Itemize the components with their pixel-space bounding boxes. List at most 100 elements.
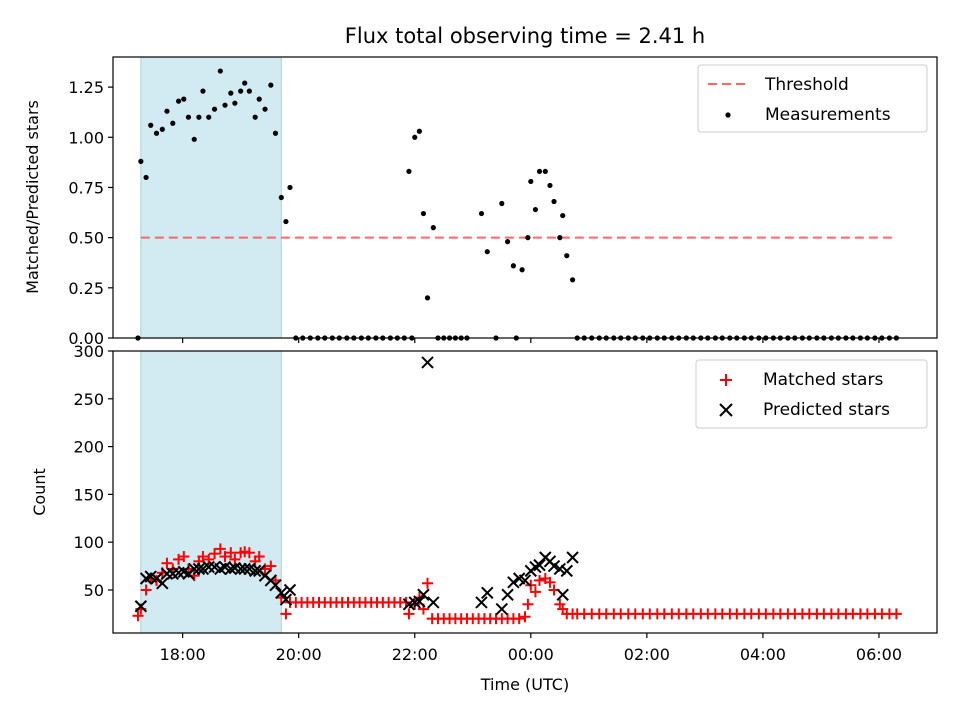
measurement-point: [238, 88, 244, 94]
matched-star-marker: [214, 543, 226, 555]
measurement-point: [246, 88, 252, 94]
predicted-star-marker: [160, 567, 174, 580]
measurement-point: [564, 253, 570, 259]
measurement-point: [283, 218, 289, 225]
predicted-star-marker: [134, 600, 148, 613]
measurement-point: [272, 130, 279, 136]
predicted-star-marker: [481, 586, 494, 600]
measurement-point: [551, 198, 557, 205]
measurement-point: [557, 235, 563, 241]
measurement-point: [175, 98, 182, 104]
measurement-point: [287, 184, 293, 191]
time-x-tick-label: 06:00: [856, 645, 902, 664]
ratio-y-tick-label: 1.25: [68, 78, 104, 97]
count-markers: [132, 356, 902, 625]
time-x-tick-label: 22:00: [392, 645, 438, 664]
matched-star-marker: [203, 553, 215, 565]
measurement-point: [424, 295, 431, 301]
measurement-point: [532, 206, 539, 213]
measurement-point: [536, 168, 543, 175]
matched-star-marker: [197, 551, 209, 563]
counts-legend: Matched stars Predicted stars: [695, 359, 928, 429]
measurement-point: [406, 168, 412, 175]
measurement-point: [560, 212, 566, 219]
measurement-point: [510, 263, 516, 269]
predicted-star-marker: [507, 576, 520, 589]
predicted-star-marker: [413, 595, 426, 608]
matched-legend-label: Matched stars: [763, 370, 883, 390]
ratio-y-tick-label: 0.00: [68, 329, 104, 348]
matched-star-marker: [890, 608, 902, 620]
predicted-star-marker: [566, 551, 579, 564]
counts-y-tick-label: 300: [73, 342, 104, 361]
predicted-star-marker: [279, 593, 293, 606]
predicted-star-marker: [421, 356, 434, 369]
predicted-star-marker: [202, 560, 215, 574]
measurement-point: [191, 136, 197, 142]
matched-star-marker: [225, 547, 237, 559]
time-x-tick-label: 02:00: [624, 645, 670, 664]
measurement-point: [547, 182, 553, 189]
measurement-point: [525, 235, 531, 241]
x-axis-label: Time (UTC): [480, 675, 569, 694]
measurement-point: [232, 100, 238, 106]
ratio-x-ticks: [182, 338, 880, 343]
measurement-point: [278, 194, 284, 201]
measurement-point: [200, 88, 206, 94]
matched-star-marker: [265, 560, 277, 572]
ratio-legend: Threshold Measurements: [697, 64, 928, 133]
measurement-point: [478, 210, 485, 217]
counts-y-tick-label: 250: [73, 390, 104, 409]
matched-star-marker: [529, 586, 541, 598]
measurement-point: [228, 90, 234, 96]
measurement-point: [181, 96, 187, 102]
measurement-point: [206, 114, 212, 120]
ratio-y-tick-label: 0.50: [68, 229, 104, 248]
matched-star-marker: [544, 576, 556, 588]
matched-star-marker: [161, 557, 173, 569]
measurement-point: [148, 122, 154, 128]
measurement-point: [519, 267, 525, 273]
predicted-star-marker: [533, 558, 546, 572]
counts-panel: 50 100 150 200 250 300 18:00 20:00 22:00 00:00 02…: [30, 342, 938, 694]
matched-star-marker: [209, 548, 221, 560]
measurement-point: [252, 114, 258, 120]
measurement-point: [268, 82, 274, 88]
measurement-point: [222, 102, 228, 108]
matched-star-marker: [422, 577, 434, 589]
measurement-point: [430, 225, 436, 231]
counts-axes-frame: [112, 350, 938, 634]
matched-star-marker: [522, 598, 534, 610]
shaded-observing-interval-top: [140, 56, 282, 339]
matched-star-marker: [513, 613, 525, 625]
predicted-star-marker: [275, 586, 288, 600]
time-x-axis: 18:00 20:00 22:00 00:00 02:00 04:00 06:00: [160, 633, 902, 664]
ratio-y-axis: 0.00 0.25 0.50 0.75 1.00 1.25: [68, 78, 113, 348]
counts-y-tick-label: 150: [73, 485, 104, 504]
measurements-legend-swatch: [725, 112, 731, 118]
measurement-point: [542, 168, 548, 175]
counts-y-axis: 50 100 150 200 250 300: [73, 342, 113, 600]
predicted-legend-label: Predicted stars: [763, 400, 890, 420]
predicted-star-marker: [553, 562, 567, 576]
predicted-star-marker: [495, 602, 508, 616]
measurement-point: [211, 106, 218, 112]
matched-star-marker: [178, 551, 190, 563]
matched-legend-swatch: [720, 374, 732, 386]
shaded-observing-interval-bottom: [140, 350, 282, 634]
matched-star-marker: [280, 608, 292, 620]
measurement-point: [217, 68, 223, 74]
measurement-point: [170, 120, 176, 126]
matched-star-marker: [229, 553, 241, 565]
time-x-tick-label: 20:00: [276, 645, 322, 664]
measurement-point: [242, 80, 248, 86]
predicted-star-marker: [283, 583, 297, 597]
counts-y-tick-label: 100: [73, 533, 104, 552]
predicted-star-marker: [224, 562, 238, 576]
matched-star-marker: [534, 574, 546, 586]
predicted-star-marker: [269, 578, 282, 592]
measurement-point: [569, 277, 576, 283]
predicted-star-marker: [560, 564, 573, 578]
measurement-point: [528, 178, 534, 185]
measurements-legend-label: Measurements: [765, 105, 891, 125]
